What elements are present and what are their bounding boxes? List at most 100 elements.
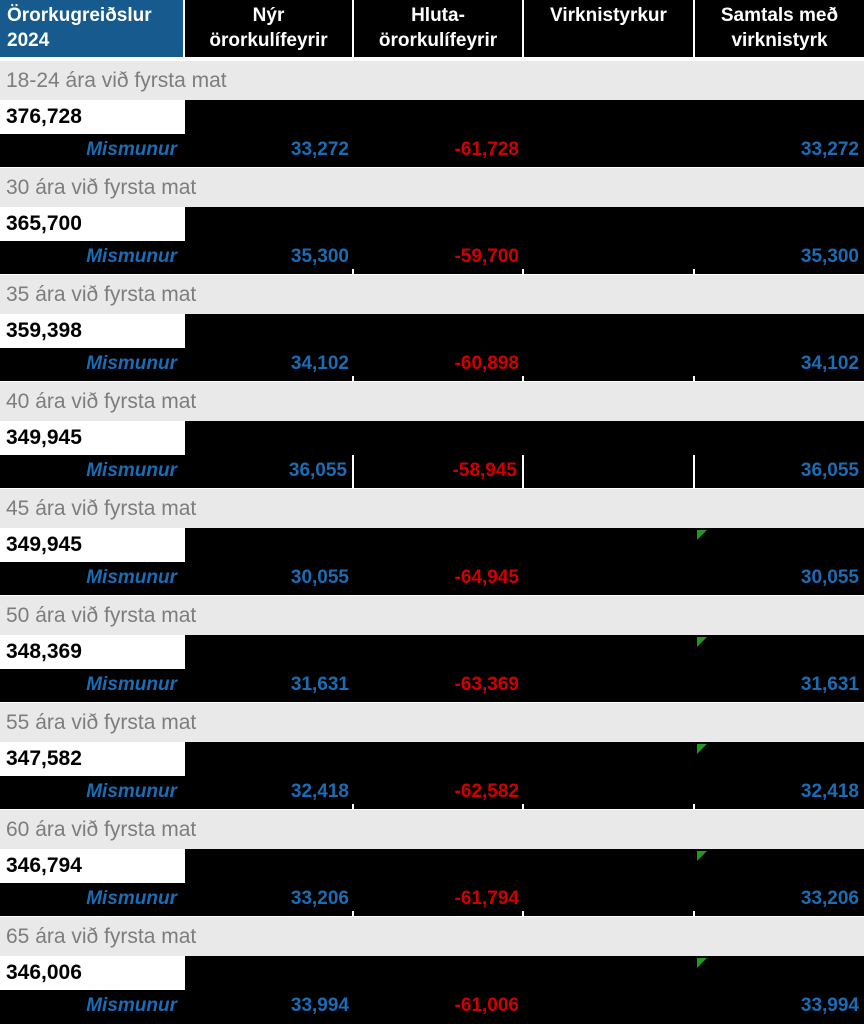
mismunur-nyr-cell[interactable]: 36,055 (185, 455, 354, 488)
mismunur-virkni-cell[interactable] (524, 348, 695, 381)
base-value-cell[interactable]: 365,700 (0, 207, 185, 241)
mismunur-virkni-cell[interactable] (524, 669, 695, 702)
mismunur-row: Mismunur 32,418 -62,582 32,418 (0, 776, 864, 809)
table-title-cell[interactable]: Örorkugreiðslur 2024 (0, 0, 185, 57)
mismunur-hluta-value: -60,898 (454, 353, 519, 374)
base-value-row: 349,945 (0, 421, 864, 455)
mismunur-hluta-value: -64,945 (454, 567, 519, 588)
mismunur-label[interactable]: Mismunur (86, 353, 177, 374)
mismunur-virkni-cell[interactable] (524, 883, 695, 916)
column-header-samtals-med-virknistyrk[interactable]: Samtals með virknistyrk (695, 0, 864, 57)
mismunur-samtals-cell[interactable]: 33,994 (695, 990, 864, 1023)
gridline-tick (522, 269, 524, 274)
base-value: 346,006 (6, 961, 82, 984)
base-value-cell[interactable]: 346,006 (0, 956, 185, 990)
mismunur-label[interactable]: Mismunur (86, 460, 177, 481)
mismunur-hluta-value: -59,700 (454, 246, 519, 267)
age-group-label: 55 ára við fyrsta mat (6, 711, 197, 734)
column-header-virknistyrkur[interactable]: Virknistyrkur (524, 0, 695, 57)
gridline-tick (352, 269, 354, 274)
base-value: 348,369 (6, 640, 82, 663)
base-value: 349,945 (6, 533, 82, 556)
age-group-label-row[interactable]: 18-24 ára við fyrsta mat (0, 60, 864, 100)
column-header-nyr-ororkulifeyrir[interactable]: Nýr örorkulífeyrir (185, 0, 354, 57)
mismunur-virkni-cell[interactable] (524, 241, 695, 274)
age-group-label-row[interactable]: 40 ára við fyrsta mat (0, 381, 864, 421)
mismunur-nyr-value: 33,206 (290, 888, 349, 909)
mismunur-row: Mismunur 36,055 -58,945 36,055 (0, 455, 864, 488)
gridline-tick (693, 804, 695, 809)
mismunur-nyr-cell[interactable]: 34,102 (185, 348, 354, 381)
mismunur-label[interactable]: Mismunur (86, 995, 177, 1016)
mismunur-virkni-cell[interactable] (524, 134, 695, 167)
age-group-label-row[interactable]: 65 ára við fyrsta mat (0, 916, 864, 956)
mismunur-row: Mismunur 33,272 -61,728 33,272 (0, 134, 864, 167)
base-value: 359,398 (6, 319, 82, 342)
mismunur-hluta-cell[interactable]: -61,794 (354, 883, 524, 916)
age-group-label-row[interactable]: 35 ára við fyrsta mat (0, 274, 864, 314)
mismunur-hluta-cell[interactable]: -61,006 (354, 990, 524, 1023)
mismunur-label[interactable]: Mismunur (86, 246, 177, 267)
age-section: 50 ára við fyrsta mat 348,369 Mismunur 3… (0, 595, 864, 702)
mismunur-nyr-cell[interactable]: 33,206 (185, 883, 354, 916)
age-group-label-row[interactable]: 30 ára við fyrsta mat (0, 167, 864, 207)
mismunur-hluta-cell[interactable]: -62,582 (354, 776, 524, 809)
mismunur-hluta-cell[interactable]: -64,945 (354, 562, 524, 595)
mismunur-nyr-cell[interactable]: 32,418 (185, 776, 354, 809)
base-value-cell[interactable]: 347,582 (0, 742, 185, 776)
mismunur-hluta-cell[interactable]: -59,700 (354, 241, 524, 274)
mismunur-samtals-cell[interactable]: 34,102 (695, 348, 864, 381)
column-header-line1: Samtals með (720, 5, 839, 26)
base-value-cell[interactable]: 346,794 (0, 849, 185, 883)
age-group-label-row[interactable]: 55 ára við fyrsta mat (0, 702, 864, 742)
base-value-cell[interactable]: 359,398 (0, 314, 185, 348)
age-group-label: 35 ára við fyrsta mat (6, 283, 197, 306)
mismunur-samtals-cell[interactable]: 33,272 (695, 134, 864, 167)
mismunur-nyr-cell[interactable]: 30,055 (185, 562, 354, 595)
mismunur-nyr-value: 31,631 (290, 674, 349, 695)
base-value: 346,794 (6, 854, 82, 877)
mismunur-samtals-value: 34,102 (800, 353, 859, 374)
base-value-cell[interactable]: 348,369 (0, 635, 185, 669)
age-group-label-row[interactable]: 60 ára við fyrsta mat (0, 809, 864, 849)
mismunur-hluta-cell[interactable]: -58,945 (354, 455, 524, 488)
base-value-row: 349,945 (0, 528, 864, 562)
mismunur-samtals-value: 33,206 (800, 888, 859, 909)
mismunur-hluta-cell[interactable]: -60,898 (354, 348, 524, 381)
mismunur-samtals-cell[interactable]: 35,300 (695, 241, 864, 274)
table-title-line2: 2024 (7, 30, 50, 51)
mismunur-virkni-cell[interactable] (524, 562, 695, 595)
mismunur-samtals-cell[interactable]: 36,055 (695, 455, 864, 488)
mismunur-nyr-cell[interactable]: 33,272 (185, 134, 354, 167)
mismunur-hluta-cell[interactable]: -63,369 (354, 669, 524, 702)
mismunur-label[interactable]: Mismunur (86, 674, 177, 695)
mismunur-samtals-cell[interactable]: 30,055 (695, 562, 864, 595)
mismunur-virkni-cell[interactable] (524, 776, 695, 809)
column-header-hluta-ororkulifeyrir[interactable]: Hluta- örorkulífeyrir (354, 0, 524, 57)
age-group-label-row[interactable]: 45 ára við fyrsta mat (0, 488, 864, 528)
mismunur-virkni-cell[interactable] (524, 990, 695, 1023)
age-group-label: 30 ára við fyrsta mat (6, 176, 197, 199)
gridline-tick (693, 376, 695, 381)
mismunur-label[interactable]: Mismunur (86, 567, 177, 588)
base-value-cell[interactable]: 376,728 (0, 100, 185, 134)
mismunur-nyr-cell[interactable]: 31,631 (185, 669, 354, 702)
mismunur-nyr-cell[interactable]: 35,300 (185, 241, 354, 274)
base-value-cell[interactable]: 349,945 (0, 528, 185, 562)
age-group-label-row[interactable]: 50 ára við fyrsta mat (0, 595, 864, 635)
mismunur-label[interactable]: Mismunur (86, 781, 177, 802)
mismunur-hluta-cell[interactable]: -61,728 (354, 134, 524, 167)
base-value-cell[interactable]: 349,945 (0, 421, 185, 455)
column-header-line2: virknistyrk (731, 30, 828, 51)
mismunur-nyr-value: 30,055 (290, 567, 349, 588)
mismunur-nyr-cell[interactable]: 33,994 (185, 990, 354, 1023)
table-body: 18-24 ára við fyrsta mat 376,728 Mismunu… (0, 60, 864, 1023)
mismunur-samtals-cell[interactable]: 31,631 (695, 669, 864, 702)
base-value-row: 346,794 (0, 849, 864, 883)
mismunur-samtals-cell[interactable]: 32,418 (695, 776, 864, 809)
mismunur-label[interactable]: Mismunur (86, 888, 177, 909)
mismunur-label[interactable]: Mismunur (86, 139, 177, 160)
mismunur-virkni-cell[interactable] (524, 455, 695, 488)
mismunur-samtals-cell[interactable]: 33,206 (695, 883, 864, 916)
table-header-row: Örorkugreiðslur 2024 Nýr örorkulífeyrir … (0, 0, 864, 60)
